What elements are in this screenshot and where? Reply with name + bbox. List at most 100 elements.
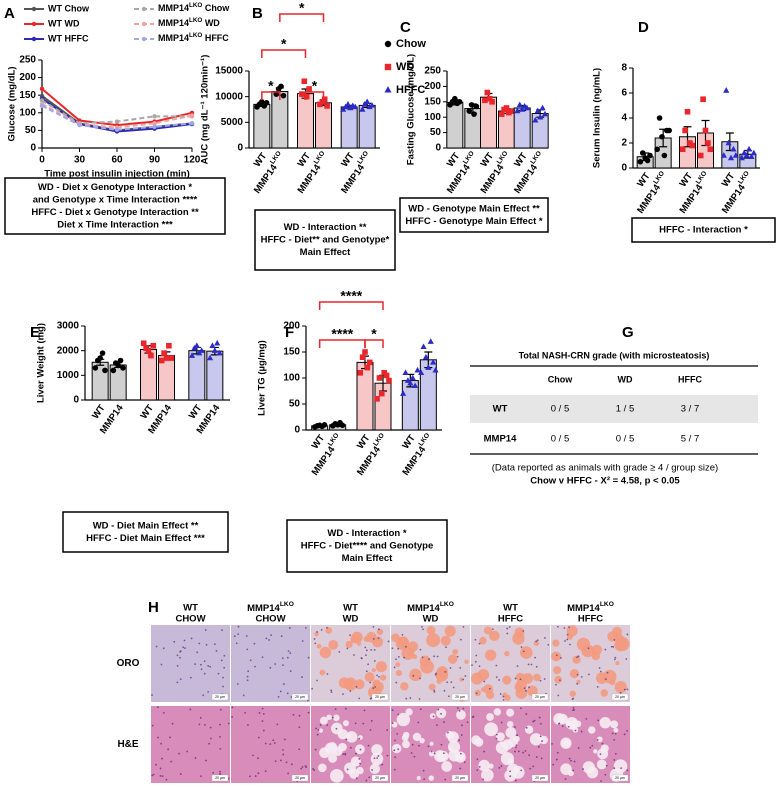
- nucleus: [369, 729, 372, 731]
- scale-bar-box: [531, 693, 549, 701]
- nucleus: [436, 655, 439, 658]
- nucleus: [516, 734, 519, 737]
- nucleus: [349, 690, 352, 692]
- lipid-droplet: [326, 714, 332, 721]
- y-tick-label: 200: [283, 321, 300, 332]
- nucleus: [556, 625, 559, 628]
- bar: [253, 103, 271, 149]
- nucleus: [190, 637, 193, 640]
- series-point: [189, 121, 195, 126]
- nucleus: [313, 769, 316, 771]
- nucleus: [205, 643, 208, 646]
- nucleus: [196, 651, 199, 654]
- data-point: [430, 359, 437, 365]
- table-cell: 1 / 5: [616, 404, 635, 415]
- nucleus: [495, 737, 498, 740]
- lipid-droplet: [316, 643, 322, 649]
- lipid-droplet: [507, 737, 518, 748]
- data-point: [198, 347, 205, 353]
- lipid-droplet: [520, 646, 533, 659]
- significance-bracket: [318, 301, 384, 310]
- nucleus: [198, 723, 201, 726]
- nucleus: [572, 769, 575, 772]
- legend-label: WT Chow: [48, 3, 90, 13]
- nucleus: [215, 650, 218, 652]
- nucleus: [514, 677, 517, 680]
- data-point: [97, 355, 103, 361]
- nucleus: [265, 637, 268, 640]
- data-point: [150, 342, 157, 349]
- nucleus: [264, 770, 267, 773]
- nucleus: [604, 648, 607, 651]
- nucleus: [253, 642, 256, 645]
- nucleus: [360, 657, 363, 659]
- nucleus: [445, 646, 447, 649]
- lipid-droplet: [396, 712, 411, 727]
- lipid-droplet: [500, 752, 514, 766]
- nucleus: [156, 706, 159, 709]
- nucleus: [316, 679, 318, 682]
- nucleus: [514, 779, 517, 782]
- nucleus: [194, 663, 197, 666]
- nucleus: [208, 742, 210, 745]
- y-tick-label: 15000: [215, 66, 243, 77]
- lipid-droplet: [504, 694, 511, 701]
- lipid-droplet: [314, 631, 319, 637]
- table-header: WD: [618, 374, 633, 384]
- lipid-droplet: [337, 729, 349, 740]
- panel-label: E: [30, 324, 40, 341]
- bar: [446, 101, 464, 149]
- scale-bar-box: [371, 693, 389, 701]
- superscript: LKO: [695, 170, 709, 186]
- nucleus: [245, 635, 248, 637]
- superscript: LKO: [462, 150, 476, 166]
- stats-box: [62, 511, 229, 553]
- nucleus: [450, 681, 453, 684]
- nucleus: [433, 691, 436, 693]
- nucleus: [613, 767, 616, 770]
- lipid-droplet: [484, 722, 499, 737]
- nucleus: [272, 739, 275, 742]
- nucleus: [301, 640, 304, 642]
- y-tick-label: 50: [289, 399, 301, 410]
- data-point: [679, 146, 686, 153]
- significance-label: *: [268, 78, 274, 94]
- lipid-droplet: [569, 690, 576, 697]
- nucleus: [353, 654, 355, 656]
- nucleus: [514, 750, 516, 753]
- lipid-droplet: [395, 670, 402, 677]
- nucleus: [246, 679, 249, 682]
- nucleus: [498, 766, 501, 769]
- lipid-droplet: [363, 635, 370, 642]
- lipid-droplet: [596, 759, 607, 770]
- data-point: [537, 113, 544, 120]
- lipid-droplet: [435, 668, 449, 682]
- nucleus: [254, 775, 257, 777]
- nucleus: [613, 738, 616, 741]
- data-point: [412, 382, 419, 389]
- nucleus: [464, 675, 467, 677]
- stats-box: [254, 209, 396, 271]
- nucleus: [160, 742, 163, 745]
- nucleus: [152, 773, 155, 776]
- nucleus: [561, 725, 564, 728]
- nucleus: [377, 755, 380, 757]
- data-point: [367, 359, 373, 366]
- lipid-droplet: [581, 644, 595, 658]
- series-line: [41, 104, 193, 131]
- nucleus: [373, 757, 376, 760]
- table-cell: 0 / 5: [616, 434, 635, 445]
- nucleus: [289, 652, 292, 655]
- y-tick-label: 150: [19, 90, 36, 101]
- nucleus: [261, 656, 264, 659]
- data-point: [661, 152, 668, 159]
- lipid-droplet: [572, 655, 581, 664]
- text-part: Chow: [202, 3, 230, 13]
- superscript: LKO: [357, 150, 371, 166]
- significance-label: *: [312, 78, 318, 94]
- nucleus: [589, 746, 592, 749]
- nucleus: [442, 752, 445, 755]
- nucleus: [342, 753, 345, 756]
- nucleus: [202, 694, 205, 697]
- nucleus: [176, 654, 179, 657]
